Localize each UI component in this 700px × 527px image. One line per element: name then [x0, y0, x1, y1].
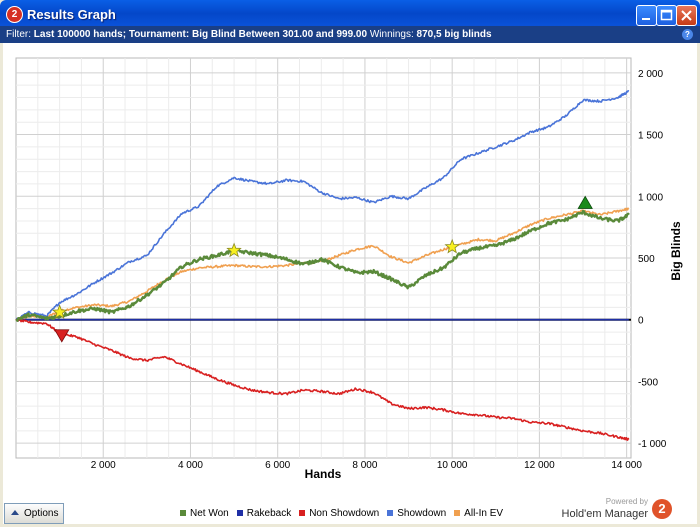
x-tick-label: 4 000: [178, 460, 203, 471]
x-tick-label: 10 000: [437, 460, 468, 471]
legend-label: Net Won: [190, 508, 229, 519]
series-line-showdown: [15, 90, 630, 320]
chart-ticks: 2 000 4 000 6 000 8 000 10 000 12 000 14 000 2 …: [91, 69, 667, 471]
filter-winnings: 870,5 big blinds: [416, 29, 492, 40]
legend-label: Rakeback: [246, 508, 292, 519]
chart-markers: [51, 195, 593, 343]
x-tick-label: 2 000: [91, 460, 116, 471]
options-button[interactable]: Options: [4, 503, 64, 524]
brand-name: Hold'em Manager: [561, 508, 648, 520]
chevron-up-icon: [11, 510, 19, 515]
series-line-non-showdown: [15, 318, 630, 441]
chart-grid: [15, 57, 632, 459]
close-icon: [681, 10, 692, 21]
close-button[interactable]: [676, 5, 697, 26]
star-marker-icon: [226, 242, 242, 258]
filter-tournament-label: Tournament:: [128, 29, 190, 40]
y-tick-label: 1 500: [638, 131, 663, 142]
filter-prefix: Filter:: [6, 29, 31, 40]
brand-logo-icon: 2: [652, 499, 672, 519]
triangle-down-marker-icon: [54, 329, 70, 343]
legend-swatch: [180, 510, 186, 517]
legend-swatch: [387, 510, 394, 517]
series-line-net-won: [15, 209, 630, 322]
app-icon: 2: [6, 6, 23, 23]
star-marker-icon: [51, 304, 68, 319]
y-tick-label: 500: [638, 254, 655, 265]
legend-label: Non Showdown: [309, 508, 380, 519]
minimize-icon: [642, 18, 650, 20]
y-tick-label: 2 000: [638, 69, 663, 80]
chart-series: [15, 90, 630, 441]
legend-item[interactable]: All-In EV: [454, 508, 503, 519]
maximize-icon: [660, 9, 673, 21]
y-tick-label: 0: [638, 316, 644, 327]
y-tick-label: -1 000: [638, 439, 667, 450]
legend-swatch: [454, 510, 461, 517]
legend-label: All-In EV: [464, 508, 504, 519]
legend-item[interactable]: Non Showdown: [299, 508, 379, 519]
filter-hands: Last 100000 hands;: [33, 29, 127, 40]
window-title: Results Graph: [27, 7, 116, 22]
legend-item[interactable]: Net Won: [180, 508, 229, 519]
filter-bar: Filter: Last 100000 hands; Tournament: B…: [0, 26, 700, 43]
triangle-up-marker-icon: [577, 195, 593, 209]
filter-tournament: Big Blind Between 301.00 and 999.00: [191, 29, 368, 40]
y-tick-label: 1 000: [638, 192, 663, 203]
x-tick-label: 14 000: [611, 460, 642, 471]
options-label: Options: [24, 508, 59, 519]
legend-swatch: [236, 510, 243, 517]
y-axis-label: Big Blinds: [669, 221, 683, 281]
x-tick-label: 6 000: [265, 460, 290, 471]
brand-logo: Powered by Hold'em Manager 2: [562, 497, 696, 525]
filter-winnings-label: Winnings:: [369, 29, 414, 40]
title-bar[interactable]: 2 Results Graph: [0, 0, 700, 30]
chart-legend: Net Won Rakeback Non Showdown Showdown All-I…: [180, 508, 511, 522]
x-tick-label: 8 000: [352, 460, 377, 471]
legend-item[interactable]: Showdown: [387, 508, 446, 519]
help-icon[interactable]: ?: [682, 29, 693, 40]
powered-by-text: Powered by: [605, 497, 648, 506]
y-tick-label: -500: [638, 377, 658, 388]
star-marker-icon: [444, 238, 460, 254]
x-axis-label: Hands: [305, 467, 342, 481]
legend-label: Showdown: [397, 508, 447, 519]
legend-swatch: [299, 510, 306, 517]
legend-item[interactable]: Rakeback: [236, 508, 292, 519]
x-tick-label: 12 000: [524, 460, 555, 471]
